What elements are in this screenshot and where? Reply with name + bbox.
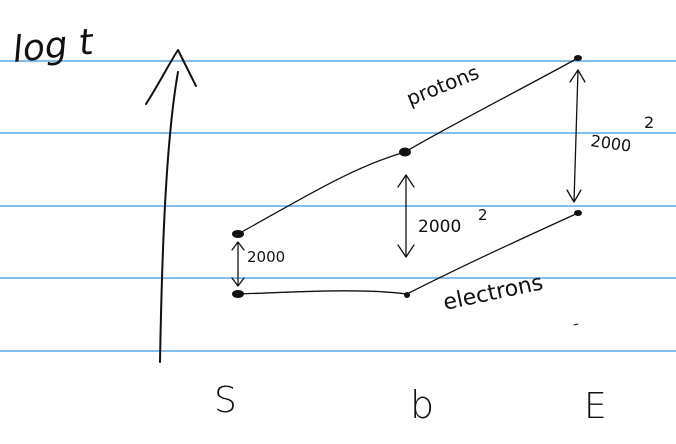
x-label-s: S: [214, 380, 237, 421]
electron-point-s: [232, 290, 244, 298]
x-label-e: E: [584, 386, 607, 427]
protons-line: [237, 57, 579, 235]
proton-point-e: [574, 55, 582, 61]
gap-arrow-s: [231, 241, 245, 287]
electrons-label: electrons: [441, 270, 545, 316]
gap-label-e: 2000: [589, 131, 632, 155]
gap-label-s: 2000: [247, 248, 285, 266]
gap-arrow-e: [566, 69, 586, 203]
gap-label-b-exponent: 2: [478, 206, 488, 224]
electron-point-b: [404, 292, 410, 298]
gap-label-e-exponent: 2: [644, 113, 654, 132]
proton-point-b: [399, 147, 411, 157]
axis-label: log t: [11, 22, 97, 71]
stray-mark: [573, 323, 579, 326]
y-axis-arrowhead: [145, 49, 197, 105]
electron-point-e: [574, 210, 582, 216]
y-axis-line: [159, 71, 179, 363]
gap-arrow-b: [397, 174, 415, 258]
gap-label-b: 2000: [418, 217, 461, 237]
x-label-b: b: [410, 383, 434, 427]
protons-label: protons: [403, 60, 482, 111]
proton-point-s: [232, 230, 244, 238]
ruled-lines: [0, 60, 676, 352]
